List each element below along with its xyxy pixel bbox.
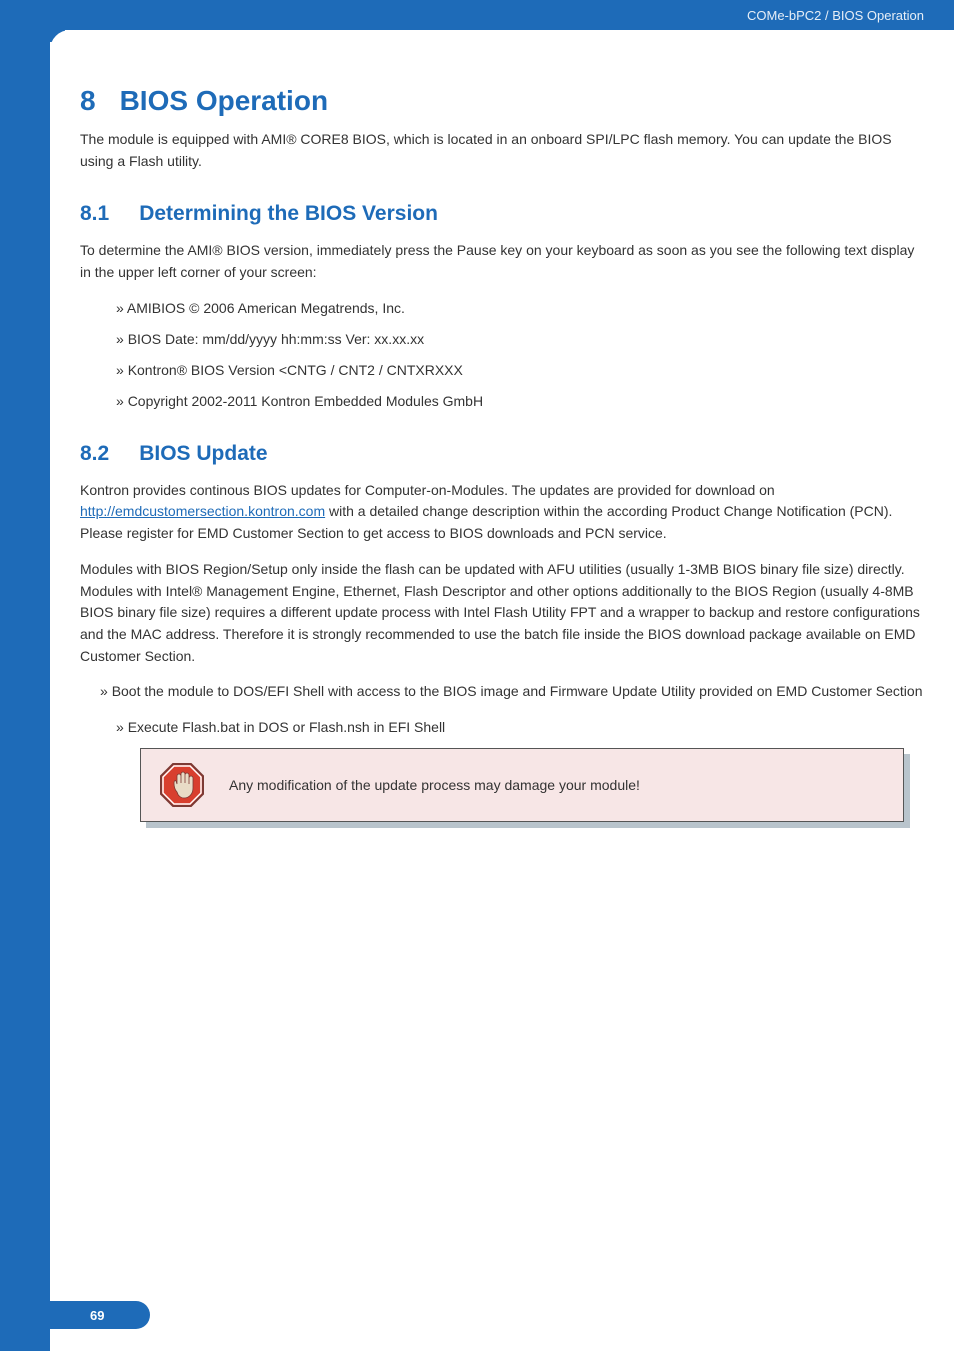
list-item: Execute Flash.bat in DOS or Flash.nsh in… (116, 717, 924, 738)
content-area: 8 BIOS Operation The module is equipped w… (50, 30, 954, 1351)
list-item: AMIBIOS © 2006 American Megatrends, Inc. (116, 298, 924, 319)
chapter-title-text: BIOS Operation (120, 85, 328, 116)
chapter-title: 8 BIOS Operation (80, 85, 924, 117)
chapter-intro: The module is equipped with AMI® CORE8 B… (80, 129, 924, 172)
section-8-1-para: To determine the AMI® BIOS version, imme… (80, 240, 924, 283)
section-8-2-para1: Kontron provides continous BIOS updates … (80, 480, 924, 545)
header-bar: COMe-bPC2 / BIOS Operation (50, 0, 954, 30)
warning-callout: Any modification of the update process m… (140, 748, 904, 822)
section-8-1-title: 8.1 Determining the BIOS Version (80, 202, 924, 226)
list-item: Kontron® BIOS Version <CNTG / CNT2 / CNT… (116, 360, 924, 381)
para1-pre: Kontron provides continous BIOS updates … (80, 482, 775, 498)
section-8-2-list: Boot the module to DOS/EFI Shell with ac… (80, 681, 924, 703)
section-8-2-list-2: Execute Flash.bat in DOS or Flash.nsh in… (80, 717, 924, 738)
section-8-2-title-text: BIOS Update (139, 442, 267, 465)
section-8-1-number: 8.1 (80, 202, 109, 225)
emd-link[interactable]: http://emdcustomersection.kontron.com (80, 503, 325, 519)
section-8-1-title-text: Determining the BIOS Version (139, 202, 438, 225)
stop-icon (159, 762, 205, 808)
page-number-pill: 69 (50, 1301, 150, 1329)
left-accent-bar (0, 0, 50, 1351)
page-root: COMe-bPC2 / BIOS Operation 8 BIOS Operati… (0, 0, 954, 1351)
section-8-2-title: 8.2 BIOS Update (80, 442, 924, 466)
list-item: BIOS Date: mm/dd/yyyy hh:mm:ss Ver: xx.x… (116, 329, 924, 350)
list-item: Copyright 2002-2011 Kontron Embedded Mod… (116, 391, 924, 412)
breadcrumb: COMe-bPC2 / BIOS Operation (747, 8, 924, 23)
chapter-number: 8 (80, 85, 96, 116)
section-8-2-number: 8.2 (80, 442, 109, 465)
list-item: Boot the module to DOS/EFI Shell with ac… (100, 681, 924, 703)
page-number: 69 (90, 1308, 104, 1323)
section-8-1-list: AMIBIOS © 2006 American Megatrends, Inc.… (80, 298, 924, 412)
warning-callout-wrap: Any modification of the update process m… (140, 748, 910, 828)
warning-text: Any modification of the update process m… (229, 777, 640, 793)
section-8-2-para2: Modules with BIOS Region/Setup only insi… (80, 559, 924, 667)
